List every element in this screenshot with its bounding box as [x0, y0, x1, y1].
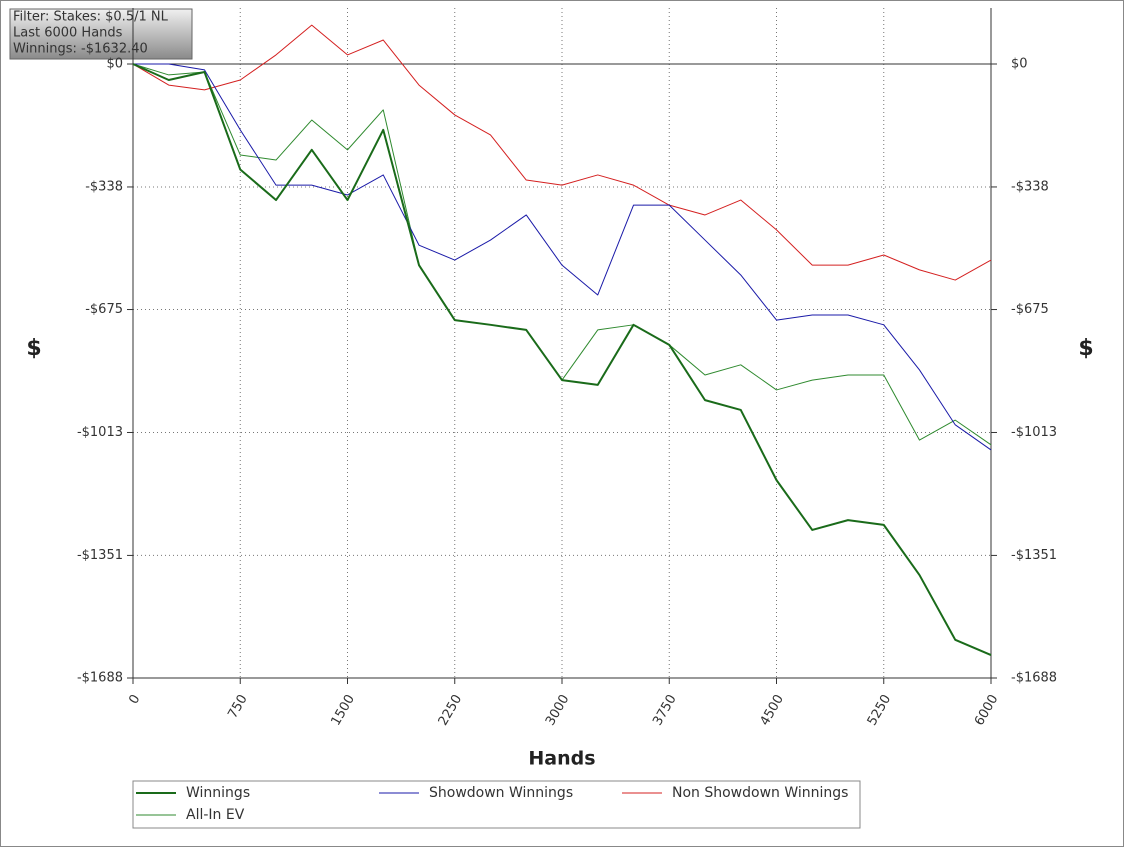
legend-label: Showdown Winnings — [429, 785, 573, 801]
info-line: Last 6000 Hands — [13, 26, 123, 41]
info-box — [9, 8, 193, 60]
info-line: Filter: Stakes: $0.5/1 NL — [13, 10, 169, 25]
y-tick-label: -$338 — [85, 179, 123, 194]
y-tick-label: $0 — [106, 57, 123, 72]
series-line — [132, 24, 992, 281]
y-tick-label: -$1013 — [77, 425, 123, 440]
info-line: Winnings: -$1632.40 — [13, 42, 148, 57]
y2-tick-label: -$1688 — [1011, 671, 1057, 686]
y-axis-label: $ — [26, 336, 41, 361]
x-axis-label: Hands — [528, 748, 595, 770]
y2-tick-label: -$675 — [1011, 302, 1049, 317]
legend-label: Winnings — [186, 785, 250, 801]
series-line — [133, 63, 992, 451]
y2-axis-label: $ — [1078, 336, 1093, 361]
y-tick-label: -$1688 — [77, 671, 123, 686]
legend-label: All-In EV — [186, 807, 245, 823]
y-tick-label: -$1351 — [77, 548, 123, 563]
y2-tick-label: -$1351 — [1011, 548, 1057, 563]
y2-tick-label: -$1013 — [1011, 425, 1057, 440]
y2-tick-label: -$338 — [1011, 179, 1049, 194]
series-line — [132, 63, 992, 657]
y-tick-label: -$675 — [85, 302, 123, 317]
legend — [132, 780, 861, 829]
y2-tick-label: $0 — [1011, 57, 1028, 72]
legend-label: Non Showdown Winnings — [672, 785, 848, 801]
